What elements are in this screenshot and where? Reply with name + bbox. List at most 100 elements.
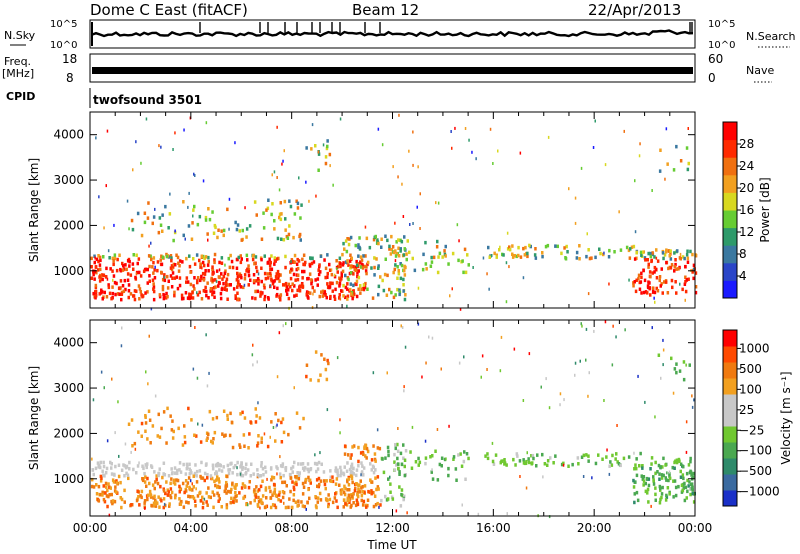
heatmap-cell [185,280,188,284]
heatmap-cell [137,495,140,499]
heatmap-cell [399,262,402,266]
heatmap-cell [464,127,467,130]
heatmap-cell [260,501,263,505]
heatmap-cell [454,467,458,471]
heatmap-cell [574,373,576,377]
heatmap-cell [380,498,383,503]
heatmap-cell [117,400,119,404]
heatmap-cell [189,296,192,300]
heatmap-cell [258,416,262,420]
heatmap-cell [199,440,203,444]
heatmap-cell [127,422,131,426]
heatmap-cell [505,463,508,467]
heatmap-cell [319,498,323,502]
heatmap-cell [463,355,465,359]
heatmap-cell [656,259,660,263]
heatmap-cell [91,477,94,482]
heatmap-cell [236,223,240,227]
heatmap-cell [665,478,668,482]
heatmap-cell [193,287,196,291]
heatmap-cell [204,285,207,290]
heatmap-cell [92,485,96,489]
heatmap-cell [373,256,376,260]
heatmap-cell [364,269,368,273]
heatmap-cell [662,348,665,352]
heatmap-cell [430,255,433,260]
heatmap-cell [285,322,287,326]
heatmap-cell [170,264,174,268]
heatmap-cell [360,498,363,503]
heatmap-cell [98,255,102,260]
heatmap-cell [119,480,122,485]
heatmap-cell [654,460,657,465]
heatmap-cell [326,139,329,143]
heatmap-cell [251,257,255,262]
heatmap-cell [692,276,695,281]
heatmap-cell [605,455,608,459]
heatmap-cell [668,492,671,496]
heatmap-cell [393,468,397,472]
heatmap-cell [266,261,269,265]
heatmap-cell [331,281,334,286]
heatmap-cell [546,243,550,248]
heatmap-cell [238,229,241,233]
heatmap-cell [199,474,202,479]
heatmap-cell [683,256,686,261]
heatmap-cell [447,473,450,478]
heatmap-cell [339,469,343,473]
heatmap-cell [683,498,687,503]
heatmap-cell [219,463,222,468]
heatmap-cell [158,293,162,297]
heatmap-cell [328,152,332,157]
heatmap-cell [679,257,682,261]
heatmap-cell [689,487,692,491]
heatmap-cell [362,283,366,287]
heatmap-cell [214,483,217,488]
heatmap-cell [661,291,664,295]
heatmap-cell [310,278,313,282]
heatmap-cell [299,216,302,220]
heatmap-cell [149,254,152,258]
heatmap-cell [616,460,619,464]
y-tick-label: 1000 [53,472,84,486]
heatmap-cell [517,253,520,258]
heatmap-cell [201,476,205,480]
heatmap-cell [198,290,201,295]
colorbar-tick-label: 20 [739,181,754,195]
heatmap-cell [93,277,96,281]
heatmap-cell [622,456,626,461]
heatmap-cell [144,463,147,467]
heatmap-cell [236,271,239,276]
heatmap-cell [229,283,232,287]
heatmap-cell [105,295,109,299]
heatmap-cell [563,398,565,402]
velocity-ylabel: Slant Range [km] [27,366,41,470]
heatmap-cell [330,272,334,277]
heatmap-cell [315,194,317,198]
heatmap-cell [603,251,605,255]
heatmap-cell [519,255,523,259]
heatmap-cell [300,500,303,504]
heatmap-cell [158,216,162,220]
heatmap-cell [642,483,645,487]
heatmap-cell [120,344,123,348]
heatmap-cell [508,247,512,252]
heatmap-cell [192,214,194,218]
heatmap-cell [193,172,195,176]
noise-series-line [91,29,694,38]
heatmap-cell [394,259,397,263]
heatmap-cell [157,412,160,417]
heatmap-cell [654,300,656,304]
heatmap-cell [223,271,227,276]
heatmap-cell [515,254,518,259]
heatmap-cell [279,298,282,302]
heatmap-cell [669,249,672,253]
x-tick-label: 00:00 [73,521,108,535]
heatmap-cell [207,296,210,300]
heatmap-cell [671,285,674,290]
heatmap-cell [242,496,245,500]
heatmap-cell [452,455,456,459]
heatmap-cell [380,237,383,241]
heatmap-cell [276,176,278,179]
heatmap-cell [195,480,199,484]
